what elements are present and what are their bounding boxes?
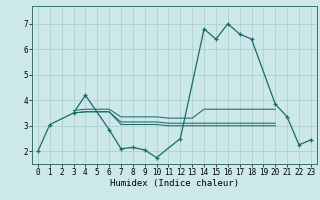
X-axis label: Humidex (Indice chaleur): Humidex (Indice chaleur)	[110, 179, 239, 188]
